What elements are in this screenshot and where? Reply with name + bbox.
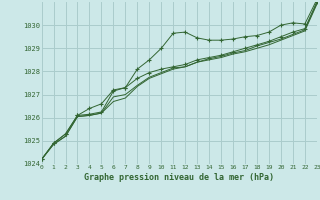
X-axis label: Graphe pression niveau de la mer (hPa): Graphe pression niveau de la mer (hPa): [84, 173, 274, 182]
